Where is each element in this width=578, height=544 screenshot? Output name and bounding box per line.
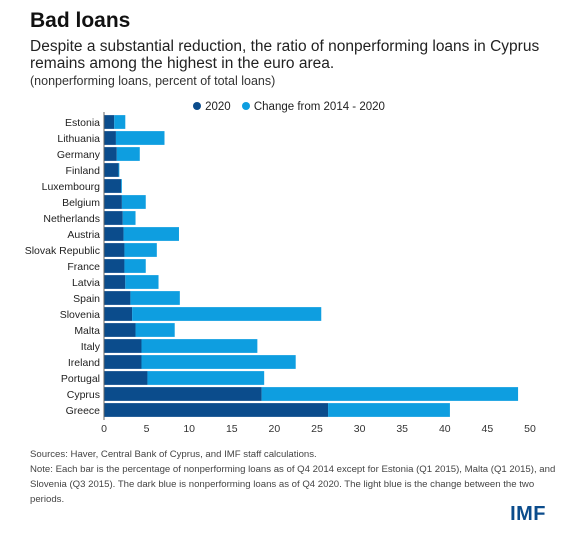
category-label: Greece: [66, 405, 101, 417]
bar-change-italy: [141, 339, 258, 353]
bar-2020-portugal: [104, 371, 148, 385]
chart-title: Bad loans: [30, 9, 131, 32]
category-label: Estonia: [65, 117, 100, 129]
bar-2020-slovenia: [104, 307, 133, 321]
chart-notes: Sources: Haver, Central Bank of Cyprus, …: [30, 447, 560, 507]
category-label: Ireland: [68, 357, 100, 369]
category-label: Germany: [57, 149, 101, 161]
category-label: Cyprus: [67, 389, 100, 401]
category-label: Netherlands: [43, 213, 100, 225]
category-label: Luxembourg: [42, 181, 101, 193]
x-tick-label: 30: [354, 423, 366, 435]
bar-change-finland: [118, 163, 120, 177]
bar-change-slovenia: [132, 307, 322, 321]
category-label: Portugal: [61, 373, 100, 385]
legend-swatch-light: [241, 101, 250, 110]
chart-subtitle: Despite a substantial reduction, the rat…: [30, 38, 540, 72]
bar-change-slovak-republic: [124, 243, 157, 257]
bar-change-lithuania: [115, 131, 165, 145]
x-tick-label: 15: [226, 423, 238, 435]
bar-change-belgium: [121, 195, 146, 209]
bar-change-latvia: [125, 275, 159, 289]
x-tick-label: 10: [183, 423, 195, 435]
bar-change-cyprus: [261, 387, 519, 401]
bar-change-germany: [116, 147, 140, 161]
bar-change-malta: [135, 323, 175, 337]
bar-change-portugal: [147, 371, 265, 385]
category-label: Italy: [81, 341, 101, 353]
legend-item-change: Change from 2014 - 2020: [241, 101, 385, 113]
bar-change-luxembourg: [121, 179, 122, 193]
x-tick-label: 40: [439, 423, 451, 435]
bar-2020-estonia: [104, 115, 115, 129]
bar-2020-italy: [104, 339, 142, 353]
category-label: Latvia: [72, 277, 100, 289]
x-tick-label: 25: [311, 423, 323, 435]
bar-change-greece: [328, 403, 450, 417]
category-label: Austria: [67, 229, 100, 241]
bar-change-austria: [123, 227, 179, 241]
bar-2020-slovak-republic: [104, 243, 125, 257]
bar-2020-spain: [104, 291, 131, 305]
bar-2020-malta: [104, 323, 136, 337]
bar-change-france: [124, 259, 146, 273]
bar-2020-ireland: [104, 355, 142, 369]
legend-item-2020: 2020: [193, 101, 231, 113]
bar-change-netherlands: [122, 211, 136, 225]
bar-change-spain: [130, 291, 180, 305]
category-label: Malta: [74, 325, 100, 337]
category-label: France: [67, 261, 100, 273]
bar-2020-luxembourg: [104, 179, 122, 193]
bar-2020-latvia: [104, 275, 126, 289]
x-tick-label: 20: [269, 423, 281, 435]
bar-2020-finland: [104, 163, 119, 177]
category-label: Slovenia: [60, 309, 100, 321]
bar-2020-greece: [104, 403, 329, 417]
category-label: Spain: [73, 293, 100, 305]
category-label: Belgium: [62, 197, 100, 209]
bar-2020-austria: [104, 227, 124, 241]
bar-2020-cyprus: [104, 387, 262, 401]
category-label: Finland: [66, 165, 101, 177]
chart-unit-label: (nonperforming loans, percent of total l…: [30, 74, 276, 88]
source-note: Sources: Haver, Central Bank of Cyprus, …: [30, 449, 317, 460]
bar-2020-france: [104, 259, 125, 273]
x-tick-label: 35: [396, 423, 408, 435]
imf-logo: IMF: [510, 503, 546, 525]
bar-2020-netherlands: [104, 211, 123, 225]
x-tick-label: 0: [101, 423, 107, 435]
legend-swatch-dark: [193, 101, 202, 110]
category-label: Lithuania: [57, 133, 100, 145]
bar-2020-lithuania: [104, 131, 116, 145]
category-label: Slovak Republic: [25, 245, 100, 257]
bar-change-estonia: [114, 115, 126, 129]
chart-legend: 2020 Change from 2014 - 2020: [0, 101, 578, 113]
bar-2020-belgium: [104, 195, 122, 209]
bar-2020-germany: [104, 147, 117, 161]
footnote: Note: Each bar is the percentage of nonp…: [30, 464, 556, 505]
x-tick-label: 50: [524, 423, 536, 435]
legend-label-2020: 2020: [205, 101, 231, 113]
x-tick-label: 45: [482, 423, 494, 435]
bar-change-ireland: [141, 355, 296, 369]
x-tick-label: 5: [144, 423, 150, 435]
legend-label-change: Change from 2014 - 2020: [253, 101, 385, 113]
